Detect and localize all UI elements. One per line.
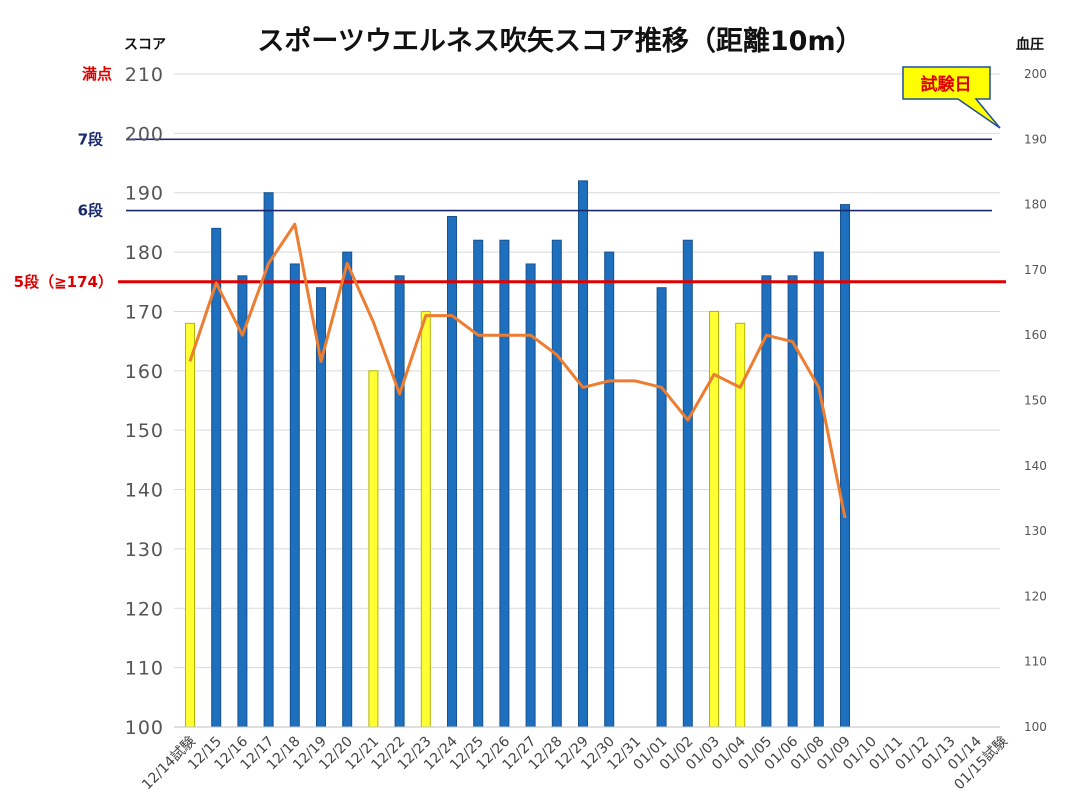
score-bar-highlight <box>420 310 431 728</box>
score-bar <box>682 239 693 728</box>
score-bar <box>342 251 353 728</box>
score-bar <box>813 251 824 728</box>
right-tick-label: 180 <box>1024 198 1047 212</box>
blood-pressure-line-group <box>188 222 847 519</box>
left-tick-label: 160 <box>125 361 164 383</box>
score-bar <box>578 180 588 728</box>
reference-label: 満点 <box>82 65 112 83</box>
score-bar <box>394 275 405 728</box>
left-tick-label: 150 <box>125 420 164 442</box>
right-tick-label: 160 <box>1024 328 1047 342</box>
left-tick-label: 210 <box>125 64 164 86</box>
left-axis-title: スコア <box>124 37 166 53</box>
reference-label: 5段（≧174） <box>14 273 113 291</box>
callout-text: 試験日 <box>921 74 972 95</box>
right-tick-label: 140 <box>1024 459 1047 473</box>
left-tick-label: 180 <box>125 242 164 264</box>
bars <box>185 180 850 728</box>
callout: 試験日 <box>902 66 1001 129</box>
left-tick-label: 120 <box>125 598 164 620</box>
chart-title: スポーツウエルネス吹矢スコア推移（距離10m） <box>257 25 862 57</box>
left-tick-label: 170 <box>125 301 164 323</box>
right-tick-label: 100 <box>1024 720 1047 734</box>
reference-label: 7段 <box>78 130 103 148</box>
labels: スポーツウエルネス吹矢スコア推移（距離10m） スコア 血圧 <box>124 25 1044 57</box>
right-tick-label: 190 <box>1024 132 1047 146</box>
score-bar <box>604 251 615 728</box>
score-bar <box>551 239 562 728</box>
callout-bubble <box>902 66 1001 129</box>
right-tick-label: 110 <box>1024 655 1047 669</box>
right-tick-label: 170 <box>1024 263 1047 277</box>
blood-pressure-line <box>188 222 847 519</box>
score-bar <box>447 215 457 728</box>
right-tick-label: 130 <box>1024 524 1047 538</box>
left-tick-label: 140 <box>125 480 164 502</box>
right-tick-label: 120 <box>1024 589 1047 603</box>
right-tick-label: 150 <box>1024 394 1047 408</box>
score-bar <box>473 239 484 728</box>
reference-label: 6段 <box>78 202 103 220</box>
score-bar <box>237 275 248 728</box>
left-tick-label: 130 <box>125 539 164 561</box>
left-tick-label: 100 <box>125 717 164 739</box>
left-tick-label: 200 <box>125 123 164 145</box>
left-tick-label: 190 <box>125 183 164 205</box>
score-bar <box>525 263 536 728</box>
right-axis-title: 血圧 <box>1016 36 1044 53</box>
left-tick-label: 110 <box>125 658 164 680</box>
score-bar <box>656 287 667 728</box>
right-tick-label: 200 <box>1024 67 1047 81</box>
score-bar <box>289 263 300 728</box>
reference-lines: 満点 7段 6段 5段（≧174） <box>14 65 1006 291</box>
score-bar-highlight <box>185 322 195 728</box>
score-bar-highlight <box>368 370 379 728</box>
score-bar <box>211 227 222 728</box>
score-bar <box>499 239 510 728</box>
